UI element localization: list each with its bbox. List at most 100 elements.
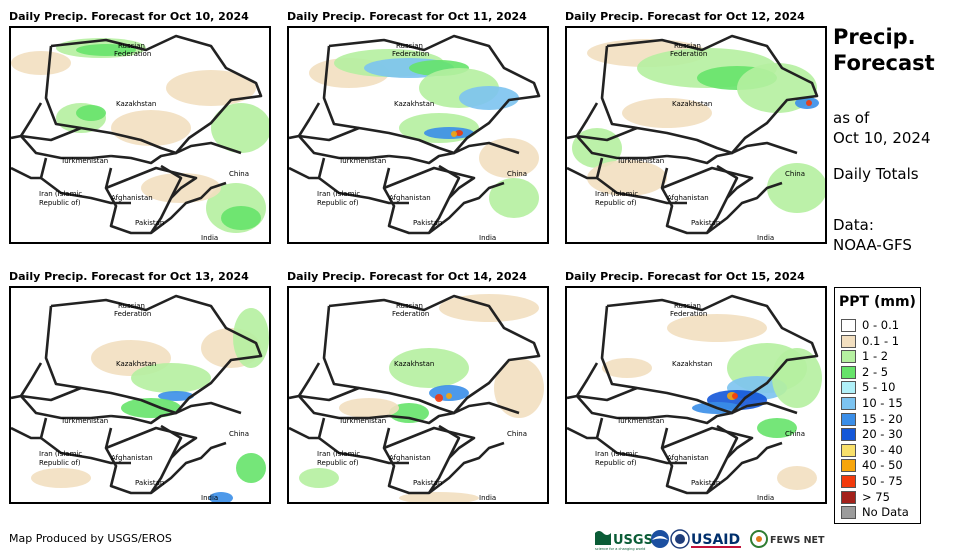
border-line [175, 401, 242, 415]
border-line [289, 166, 319, 180]
legend-label: 0.1 - 1 [862, 333, 900, 348]
map-label-iran-line1: Iran (Islamic [595, 190, 638, 198]
legend-swatch [841, 412, 856, 426]
map-label-russia-line1: Russian [674, 302, 701, 310]
map-label-iran-line2: Republic of) [317, 199, 359, 207]
partner-logos: USGS science for a changing world USAID … [593, 527, 828, 551]
legend-swatch [841, 397, 856, 410]
map-label-russia-line1: Russian [396, 42, 423, 50]
map-label-china: China [229, 170, 249, 178]
legend-title: PPT (mm) [839, 294, 916, 310]
border-line [706, 181, 783, 235]
precip-area [236, 453, 266, 483]
legend-label: > 75 [862, 489, 890, 504]
border-line [666, 411, 733, 425]
precip-area [31, 468, 91, 488]
legend-item: 20 - 30 [841, 427, 903, 442]
border-line [666, 151, 733, 165]
precip-area [399, 492, 479, 502]
map-label-turkmenistan: Turkmenistan [338, 417, 386, 425]
legend-item: No Data [841, 505, 909, 520]
border-line [19, 102, 112, 160]
border-line [661, 426, 754, 459]
legend-item: 50 - 75 [841, 474, 903, 488]
forecast-title-line2: Forecast [833, 51, 935, 75]
map-label-turkmenistan: Turkmenistan [616, 157, 664, 165]
map-label-kazakhstan: Kazakhstan [394, 360, 434, 368]
legend-item: 10 - 15 [841, 396, 903, 410]
border-line [706, 441, 783, 495]
precip-area [732, 393, 738, 399]
map-label-russia-line1: Russian [674, 42, 701, 50]
as-of-label: as of [833, 109, 870, 127]
map-label-turkmenistan: Turkmenistan [60, 417, 108, 425]
map-label-iran-line1: Iran (Islamic [595, 450, 638, 458]
map-label-iran-line2: Republic of) [39, 199, 81, 207]
map-label-kazakhstan: Kazakhstan [394, 100, 434, 108]
map-label-india: India [479, 234, 496, 242]
legend-item: 2 - 5 [841, 365, 888, 379]
map-label-iran-line1: Iran (Islamic [317, 450, 360, 458]
legend-swatch [841, 350, 856, 364]
border-line [20, 126, 82, 142]
border-line [453, 401, 520, 415]
forecast-title-line1: Precip. [833, 25, 916, 49]
map-label-kazakhstan: Kazakhstan [116, 360, 156, 368]
map-label-russia-line2: Federation [114, 50, 151, 58]
border-line [297, 102, 390, 160]
map-label-afghanistan: Afghanistan [389, 194, 431, 202]
precip-layer [602, 314, 822, 490]
precip-area [211, 103, 269, 153]
precip-area [11, 51, 71, 75]
panel-title: Daily Precip. Forecast for Oct 13, 2024 [9, 270, 249, 283]
legend-label: 50 - 75 [862, 474, 903, 488]
legend-swatch [841, 475, 856, 488]
border-line [428, 181, 505, 235]
border-line [576, 386, 638, 402]
legend-swatch [841, 459, 856, 473]
forecast-title: Precip. Forecast [833, 24, 935, 76]
border-line [289, 394, 300, 400]
precip-area [757, 418, 797, 438]
precip-map: Russian Federation Kazakhstan Turkmenistan C… [565, 26, 827, 244]
map-label-iran-line2: Republic of) [595, 199, 637, 207]
precip-area [435, 394, 443, 402]
logos-svg: USGS science for a changing world USAID … [595, 529, 825, 551]
border-line [104, 424, 183, 495]
legend-swatch [841, 443, 856, 457]
noaa-logo [651, 530, 669, 548]
country-borders [289, 294, 541, 495]
precip-layer [309, 49, 539, 218]
precip-map: Russian Federation Kazakhstan Turkmenistan C… [9, 26, 271, 244]
map-label-pakistan: Pakistan [413, 479, 442, 487]
map-label-kazakhstan: Kazakhstan [116, 100, 156, 108]
border-line [567, 394, 578, 400]
daily-totals-label: Daily Totals [833, 165, 919, 183]
border-line [567, 166, 597, 180]
precip-area [489, 178, 539, 218]
dhs-seal [670, 529, 690, 549]
data-source-block: Data: NOAA-GFS [833, 215, 912, 255]
map-label-russia-line1: Russian [118, 42, 145, 50]
map-label-iran-line1: Iran (Islamic [317, 190, 360, 198]
map-label-turkmenistan: Turkmenistan [616, 417, 664, 425]
map-label-india: India [479, 494, 496, 502]
usaid-logo: USAID [691, 532, 741, 548]
map-label-russia-line2: Federation [392, 310, 429, 318]
border-line [731, 401, 798, 415]
border-line [11, 426, 41, 440]
border-line [20, 386, 82, 402]
legend-item: 30 - 40 [841, 443, 903, 457]
precip-area [131, 363, 211, 393]
usaid-text: USAID [691, 532, 740, 548]
legend-label: 10 - 15 [862, 396, 903, 410]
usgs-logo: USGS science for a changing world [595, 531, 653, 551]
data-source: NOAA-GFS [833, 236, 912, 254]
map-label-afghanistan: Afghanistan [389, 454, 431, 462]
border-line [110, 151, 177, 165]
map-label-afghanistan: Afghanistan [111, 454, 153, 462]
map-label-china: China [507, 170, 527, 178]
map-label-turkmenistan: Turkmenistan [338, 157, 386, 165]
